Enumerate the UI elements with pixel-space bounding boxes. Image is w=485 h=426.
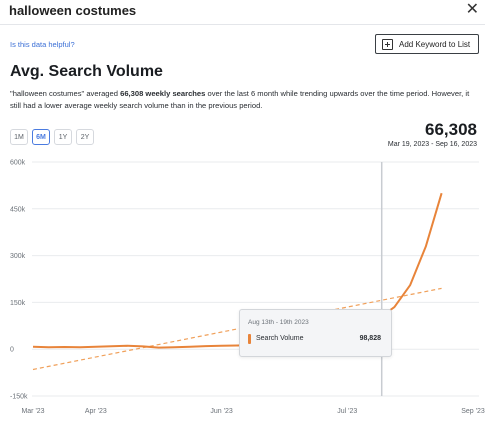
- add-keyword-button[interactable]: Add Keyword to List: [375, 34, 479, 54]
- x-tick-label: Apr '23: [85, 408, 107, 415]
- dialog-header: halloween costumes ✕: [0, 0, 485, 25]
- desc-avg-phrase: 66,308 weekly searches: [120, 89, 206, 98]
- date-range: Mar 19, 2023 - Sep 16, 2023: [387, 141, 477, 148]
- y-tick-label: -150k: [10, 394, 28, 401]
- y-tick-label: 300k: [10, 253, 26, 260]
- tab-2y[interactable]: 2Y: [76, 129, 94, 145]
- x-tick-label: Sep '23: [461, 408, 485, 415]
- tooltip-series-value: 98,828: [359, 335, 381, 342]
- search-volume-chart[interactable]: -150k 0 150k 300k 450k 600k Mar '23 Apr '23 Jun …: [0, 150, 485, 426]
- section-heading: Avg. Search Volume: [10, 63, 163, 80]
- chart-tooltip: Aug 13th - 19th 2023 Search Volume 98,82…: [239, 309, 392, 357]
- tooltip-series-swatch: [248, 334, 251, 344]
- avg-volume-value: 66,308: [425, 120, 477, 139]
- summary-description: "halloween costumes" averaged 66,308 wee…: [10, 88, 478, 111]
- desc-averaged: averaged: [84, 89, 121, 98]
- desc-keyword: "halloween costumes": [10, 89, 85, 98]
- y-tick-label: 150k: [10, 300, 26, 307]
- y-tick-label: 450k: [10, 206, 26, 213]
- add-keyword-label: Add Keyword to List: [399, 39, 471, 49]
- desc-rest: over the last 6 month while trending upw…: [10, 89, 470, 110]
- tooltip-series-label: Search Volume: [256, 335, 304, 342]
- x-tick-label: Jun '23: [210, 408, 232, 415]
- keyword-title: halloween costumes: [9, 3, 137, 18]
- data-helpful-link[interactable]: Is this data helpful?: [10, 40, 75, 49]
- y-tick-label: 0: [10, 347, 14, 354]
- close-icon[interactable]: ✕: [465, 1, 479, 18]
- tab-1m[interactable]: 1M: [10, 129, 28, 145]
- tab-1y[interactable]: 1Y: [54, 129, 72, 145]
- plus-square-icon: [382, 38, 393, 50]
- x-tick-label: Jul '23: [337, 408, 357, 415]
- x-tick-label: Mar '23: [21, 408, 44, 415]
- tooltip-title: Aug 13th - 19th 2023: [248, 319, 309, 326]
- range-tabs: 1M 6M 1Y 2Y: [10, 129, 94, 145]
- tab-6m[interactable]: 6M: [32, 129, 50, 145]
- y-tick-label: 600k: [10, 160, 26, 167]
